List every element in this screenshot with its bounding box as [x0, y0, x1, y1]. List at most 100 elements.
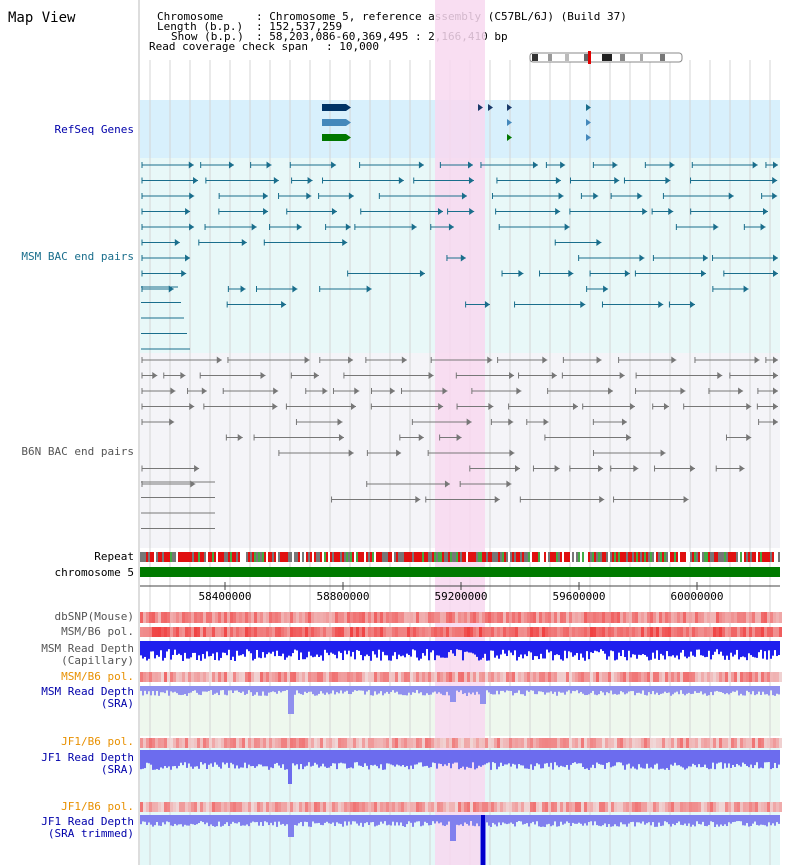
jf1-trim-depth: [718, 815, 720, 827]
msm-b6-pol2-heat: [761, 672, 764, 682]
msm-b6-pol2-heat: [194, 672, 197, 682]
jf1-b6-pol2-heat: [404, 802, 407, 812]
jf1-b6-pol2-heat: [674, 802, 677, 812]
repeat-segment: [696, 552, 698, 562]
msm-b6-pol-heat: [731, 627, 734, 637]
msm-capillary-depth: [610, 641, 612, 651]
jf1-sra-depth: [372, 750, 374, 766]
track-label-chromosome: chromosome 5: [54, 566, 134, 579]
repeat-segment: [430, 552, 432, 562]
msm-capillary-depth: [354, 641, 356, 660]
track-label-msm-bac[interactable]: MSM BAC end pairs: [21, 250, 134, 263]
repeat-segment: [770, 552, 772, 562]
dbsnp-heat: [620, 612, 623, 623]
msm-b6-pol-heat: [566, 627, 569, 637]
repeat-segment: [728, 552, 730, 562]
msm-capillary-depth: [488, 641, 490, 661]
msm-bac-pair-arrow: [484, 301, 490, 308]
jf1-b6-pol-heat: [743, 738, 746, 748]
jf1-sra-depth: [192, 750, 194, 769]
msm-capillary-depth: [770, 641, 772, 659]
jf1-trim-depth: [418, 815, 420, 822]
repeat-segment: [708, 552, 710, 562]
msm-b6-pol-heat: [371, 627, 374, 637]
msm-capillary-depth: [424, 641, 426, 656]
jf1-b6-pol2-heat: [341, 802, 344, 812]
jf1-sra-depth: [432, 750, 434, 763]
msm-b6-pol-heat: [638, 627, 641, 637]
msm-capillary-depth: [298, 641, 300, 660]
msm-b6-pol-heat: [176, 627, 179, 637]
msm-bac-pair-arrow: [411, 223, 417, 231]
dbsnp-heat: [254, 612, 257, 623]
msm-b6-pol-heat: [173, 627, 176, 637]
msm-capillary-depth: [370, 641, 372, 661]
jf1-sra-depth: [246, 750, 248, 769]
msm-capillary-depth: [264, 641, 266, 658]
msm-b6-pol2-heat: [614, 672, 617, 682]
repeat-segment: [600, 552, 602, 562]
repeat-segment: [404, 552, 406, 562]
jf1-trim-depth: [730, 815, 732, 824]
msm-b6-pol2-heat: [644, 672, 647, 682]
jf1-trim-depth: [498, 815, 500, 823]
msm-capillary-depth: [410, 641, 412, 657]
msm-b6-pol2-heat: [641, 672, 644, 682]
repeat-segment: [482, 552, 484, 562]
msm-b6-pol-heat: [248, 627, 251, 637]
msm-capillary-depth: [386, 641, 388, 656]
track-label-refseq[interactable]: RefSeq Genes: [54, 123, 134, 136]
msm-sra-depth: [576, 686, 578, 691]
jf1-b6-pol-heat: [341, 738, 344, 748]
msm-capillary-depth: [320, 641, 322, 656]
jf1-sra-depth: [736, 750, 738, 764]
jf1-b6-pol-heat: [452, 738, 455, 748]
msm-b6-pol2-heat: [620, 672, 623, 682]
jf1-b6-pol2-heat: [677, 802, 680, 812]
msm-b6-pol2-heat: [767, 672, 770, 682]
refseq-exon-arrow: [507, 104, 512, 111]
jf1-b6-pol2-heat: [290, 802, 293, 812]
jf1-b6-pol2-heat: [473, 802, 476, 812]
jf1-trim-depth: [566, 815, 568, 822]
jf1-b6-pol2-heat: [722, 802, 725, 812]
msm-bac-pair-arrow: [690, 301, 696, 308]
jf1-sra-depth: [338, 750, 340, 764]
jf1-trim-depth: [604, 815, 606, 824]
jf1-b6-pol-heat: [533, 738, 536, 748]
msm-b6-pol-heat: [725, 627, 728, 637]
axis-tick-label: 59200000: [435, 590, 488, 603]
jf1-b6-pol-heat: [731, 738, 734, 748]
msm-sra-depth: [352, 686, 354, 692]
msm-b6-pol-heat: [452, 627, 455, 637]
jf1-sra-depth: [466, 750, 468, 767]
msm-b6-pol2-heat: [773, 672, 776, 682]
msm-b6-pol-heat: [692, 627, 695, 637]
msm-sra-depth: [228, 686, 230, 691]
msm-capillary-depth: [754, 641, 756, 658]
jf1-b6-pol-heat: [581, 738, 584, 748]
dbsnp-heat: [659, 612, 662, 623]
dbsnp-heat: [518, 612, 521, 623]
jf1-b6-pol2-heat: [461, 802, 464, 812]
msm-b6-pol-heat: [251, 627, 254, 637]
repeat-segment: [414, 552, 416, 562]
repeat-segment: [704, 552, 706, 562]
jf1-trim-depth: [610, 815, 612, 827]
jf1-sra-depth: [228, 750, 230, 768]
jf1-b6-pol-heat: [770, 738, 773, 748]
jf1-b6-pol2-heat: [656, 802, 659, 812]
jf1-b6-pol2-heat: [572, 802, 575, 812]
jf1-b6-pol-heat: [461, 738, 464, 748]
track-label-b6n-bac[interactable]: B6N BAC end pairs: [21, 445, 134, 458]
refseq-gene-arrow: [346, 134, 351, 141]
repeat-segment: [630, 552, 632, 562]
msm-capillary-depth: [542, 641, 544, 659]
jf1-sra-depth: [426, 750, 428, 766]
jf1-sra-depth: [346, 750, 348, 769]
msm-sra-depth: [388, 686, 390, 694]
msm-b6-pol2-heat: [347, 672, 350, 682]
msm-b6-pol-heat: [296, 627, 299, 637]
jf1-b6-pol-heat: [287, 738, 290, 748]
